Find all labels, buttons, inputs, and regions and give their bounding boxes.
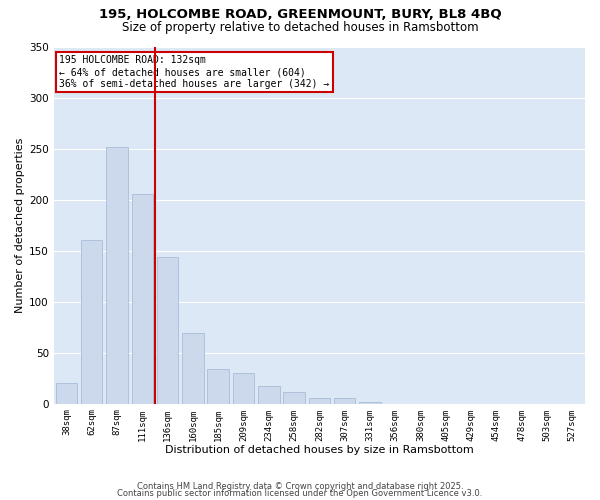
Text: 195, HOLCOMBE ROAD, GREENMOUNT, BURY, BL8 4BQ: 195, HOLCOMBE ROAD, GREENMOUNT, BURY, BL… <box>98 8 502 20</box>
Bar <box>233 373 254 404</box>
Bar <box>182 334 203 404</box>
Y-axis label: Number of detached properties: Number of detached properties <box>15 138 25 313</box>
Text: Contains HM Land Registry data © Crown copyright and database right 2025.: Contains HM Land Registry data © Crown c… <box>137 482 463 491</box>
Text: 195 HOLCOMBE ROAD: 132sqm
← 64% of detached houses are smaller (604)
36% of semi: 195 HOLCOMBE ROAD: 132sqm ← 64% of detac… <box>59 56 329 88</box>
Bar <box>106 146 128 404</box>
X-axis label: Distribution of detached houses by size in Ramsbottom: Distribution of detached houses by size … <box>165 445 474 455</box>
Bar <box>157 257 178 404</box>
Text: Size of property relative to detached houses in Ramsbottom: Size of property relative to detached ho… <box>122 22 478 35</box>
Text: Contains public sector information licensed under the Open Government Licence v3: Contains public sector information licen… <box>118 490 482 498</box>
Bar <box>81 240 103 404</box>
Bar <box>131 194 153 404</box>
Bar <box>334 398 355 404</box>
Bar <box>283 392 305 404</box>
Bar <box>308 398 330 404</box>
Bar <box>56 384 77 404</box>
Bar <box>258 386 280 404</box>
Bar <box>359 402 381 404</box>
Bar <box>208 369 229 404</box>
